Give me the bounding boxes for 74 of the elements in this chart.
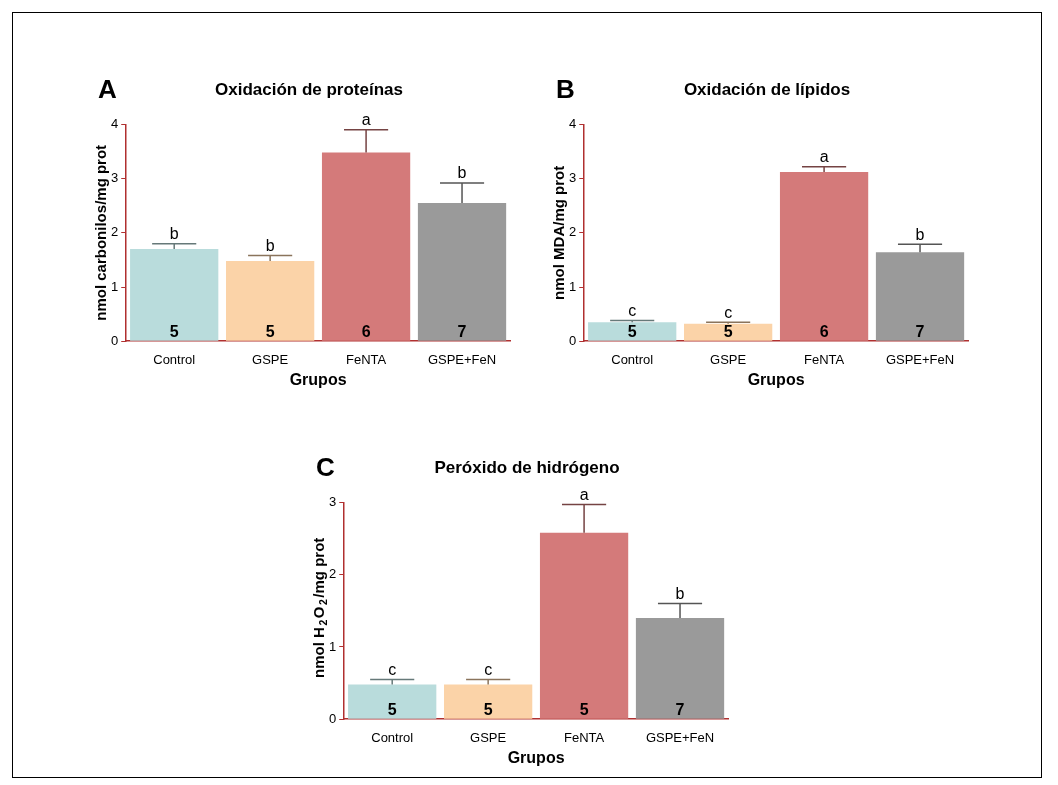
chart-title: Oxidación de lípidos xyxy=(683,79,851,99)
bar xyxy=(348,684,437,719)
y-tick-label: 3 xyxy=(111,170,119,186)
x-tick-label: GSPE xyxy=(470,729,507,745)
y-axis-title: nmol H2O2/mg prot xyxy=(310,537,330,678)
x-tick-label: GSPE+FeN xyxy=(645,729,715,745)
x-tick-label: GSPE xyxy=(252,351,289,367)
annotation: 5 xyxy=(579,700,589,718)
x-tick-label: GSPE+FeN xyxy=(427,351,497,367)
y-tick-label: 3 xyxy=(329,493,337,509)
text: C xyxy=(316,452,335,483)
x-axis-title: Grupos xyxy=(289,370,347,388)
x-tick-label: Control xyxy=(153,351,196,367)
annotation: b xyxy=(265,236,275,254)
annotation: 5 xyxy=(627,322,637,340)
y-tick-label: 4 xyxy=(569,115,577,131)
annotation: b xyxy=(457,164,467,182)
annotation: b xyxy=(675,584,685,602)
bar xyxy=(635,618,725,719)
annotation: c xyxy=(724,303,733,321)
annotation: 5 xyxy=(169,322,179,340)
x-tick-label: GSPE+FeN xyxy=(885,351,955,367)
annotation: 6 xyxy=(819,322,829,340)
bar xyxy=(130,249,219,341)
y-tick-label: 1 xyxy=(111,278,119,294)
bar xyxy=(417,202,507,341)
annotation: a xyxy=(579,485,589,503)
y-tick-label: 2 xyxy=(111,224,119,240)
annotation: 7 xyxy=(457,322,467,340)
annotation: 5 xyxy=(483,700,493,718)
bar xyxy=(321,152,411,341)
text: B xyxy=(556,74,575,105)
y-tick-label: 3 xyxy=(569,170,577,186)
y-axis-title: nmol carbonilos/mg prot xyxy=(92,144,110,321)
text: A xyxy=(98,74,117,105)
chart-title: Oxidación de proteínas xyxy=(215,79,403,99)
y-tick-label: 0 xyxy=(569,332,577,348)
x-axis-title: Grupos xyxy=(747,370,805,388)
bar xyxy=(444,684,533,719)
x-tick-label: GSPE xyxy=(710,351,747,367)
annotation: c xyxy=(628,302,637,320)
x-tick-label: FeNTA xyxy=(563,729,605,745)
annotation: 7 xyxy=(915,322,925,340)
annotation: 7 xyxy=(675,700,685,718)
x-tick-label: FeNTA xyxy=(345,351,387,367)
annotation: 5 xyxy=(265,322,275,340)
annotation: c xyxy=(388,660,397,678)
x-axis-title: Grupos xyxy=(507,748,565,766)
bar xyxy=(779,172,869,341)
x-tick-label: FeNTA xyxy=(803,351,845,367)
annotation: 5 xyxy=(723,322,733,340)
x-tick-label: Control xyxy=(611,351,654,367)
chart-title: Peróxido de hidrógeno xyxy=(434,457,620,477)
y-tick-label: 0 xyxy=(329,710,337,726)
x-tick-label: Control xyxy=(371,729,414,745)
annotation: b xyxy=(169,225,179,243)
bar xyxy=(226,260,315,341)
bar xyxy=(684,323,773,341)
annotation: b xyxy=(915,225,925,243)
annotation: a xyxy=(361,111,371,129)
y-tick-label: 1 xyxy=(329,638,337,654)
bar xyxy=(875,252,965,341)
y-tick-label: 1 xyxy=(569,278,577,294)
y-tick-label: 2 xyxy=(329,566,337,582)
y-tick-label: 2 xyxy=(569,224,577,240)
annotation: 5 xyxy=(387,700,397,718)
bar xyxy=(539,532,629,719)
y-axis-title: nmol MDA/mg prot xyxy=(550,165,568,300)
y-tick-label: 4 xyxy=(111,115,119,131)
annotation: c xyxy=(484,660,493,678)
annotation: a xyxy=(819,148,829,166)
y-tick-label: 0 xyxy=(111,332,119,348)
annotation: 6 xyxy=(361,322,371,340)
bar xyxy=(588,322,677,341)
